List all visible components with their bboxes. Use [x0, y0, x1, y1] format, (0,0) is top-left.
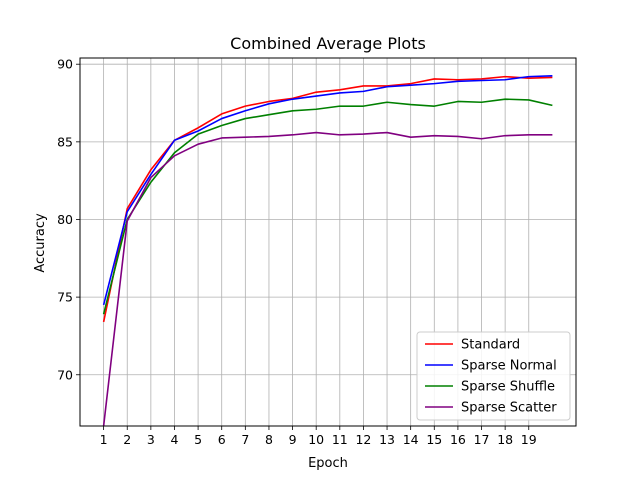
legend-box — [416, 331, 571, 421]
legend-label: Sparse Scatter — [461, 401, 557, 416]
x-tick-label: 9 — [289, 432, 297, 447]
x-tick-label: 3 — [147, 432, 155, 447]
y-axis-label: Accuracy — [33, 213, 48, 273]
x-tick-label: 10 — [308, 432, 324, 447]
x-tick-label: 17 — [474, 432, 490, 447]
series-line-4 — [102, 131, 553, 427]
x-tick-label: 12 — [355, 432, 371, 447]
x-tick-label: 5 — [194, 432, 202, 447]
x-tick-label: 8 — [265, 432, 273, 447]
legend-label: Standard — [461, 338, 520, 353]
x-tick-label: 19 — [521, 432, 537, 447]
legend-label: Sparse Normal — [461, 359, 557, 374]
y-tick-label: 75 — [57, 290, 73, 305]
x-axis-label: Epoch — [308, 456, 348, 471]
x-tick-label: 6 — [218, 432, 226, 447]
x-tick-label: 18 — [497, 432, 513, 447]
x-tick-label: 7 — [241, 432, 249, 447]
x-tick-label: 16 — [450, 432, 466, 447]
y-tick-label: 70 — [57, 367, 73, 382]
x-tick-label: 11 — [332, 432, 348, 447]
x-tick-label: 13 — [379, 432, 395, 447]
series-lines — [102, 75, 553, 427]
series-line-3 — [102, 98, 553, 315]
y-tick-label: 80 — [57, 212, 73, 227]
x-tick-label: 14 — [403, 432, 419, 447]
x-tick-label: 2 — [123, 432, 131, 447]
x-tick-label: 4 — [170, 432, 178, 447]
y-tick-label: 85 — [57, 134, 73, 149]
series-line-2 — [102, 75, 553, 306]
y-tick-label: 90 — [57, 57, 73, 72]
legend: Standard Sparse Normal Sparse Shuffle Spars… — [416, 331, 571, 421]
x-tick-label: 15 — [426, 432, 442, 447]
legend-label: Sparse Shuffle — [461, 380, 555, 395]
plot-frame — [79, 57, 577, 427]
x-tick-label: 1 — [100, 432, 108, 447]
chart-title: Combined Average Plots — [230, 34, 426, 53]
